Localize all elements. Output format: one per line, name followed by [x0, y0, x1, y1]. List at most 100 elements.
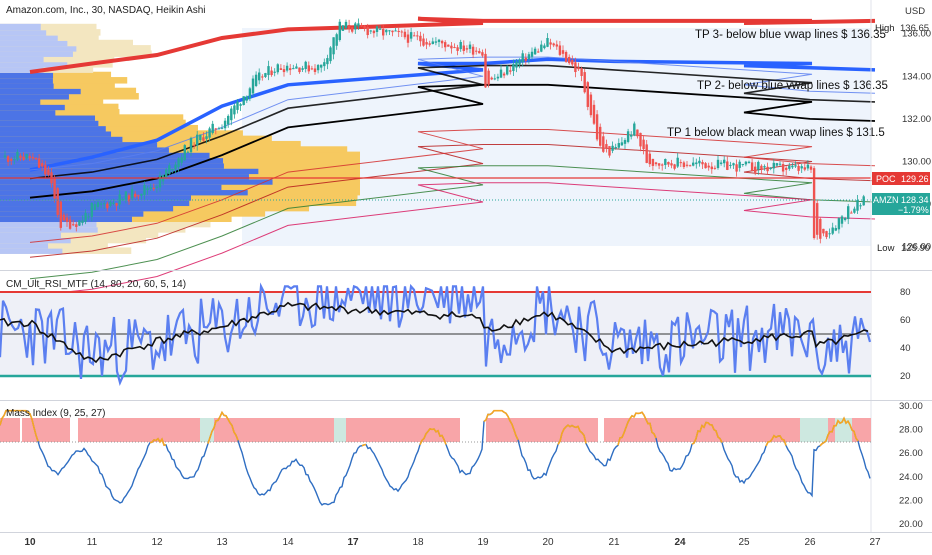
vwap-lower-red-3 [29, 129, 876, 243]
candle-body [657, 163, 661, 166]
candle-body [189, 137, 193, 153]
candle-body [307, 65, 310, 72]
candle-body [468, 44, 472, 49]
x-label-20: 20 [542, 537, 554, 548]
vp-bar-down-25 [0, 114, 96, 121]
vp-bar-down-13 [0, 178, 273, 185]
candle-body [338, 21, 341, 41]
candle-body [28, 156, 31, 158]
candle-body [853, 208, 856, 213]
vp-bar-down-30 [0, 87, 81, 95]
candle-body [586, 82, 589, 107]
candle-body [84, 212, 87, 222]
last-price: 128.34 [901, 195, 929, 205]
candle-body [862, 196, 865, 206]
candle-body [332, 37, 335, 55]
candle-body [437, 39, 441, 43]
candle-body [537, 51, 540, 53]
vp-bar-down-15 [0, 167, 259, 175]
candle-body [564, 51, 568, 62]
vp-bar-down-16 [0, 162, 224, 169]
candle-body [667, 162, 670, 165]
candle-body [763, 166, 766, 168]
candle-body [695, 162, 698, 165]
vp-bar-down-14 [0, 172, 249, 180]
candle-body [450, 45, 453, 49]
mass-signal-segment [691, 421, 723, 445]
candle-body [484, 53, 487, 88]
candle-body [258, 72, 261, 81]
candle-body [351, 27, 354, 32]
candle-body [661, 164, 664, 166]
candle-body [93, 204, 97, 210]
candle-body [326, 58, 329, 65]
candle-body [205, 136, 208, 139]
vp-bar-up-29 [0, 93, 139, 100]
mass-index-background [0, 418, 871, 442]
candle-body [165, 169, 168, 179]
candle-body [335, 34, 338, 46]
candle-body [453, 47, 456, 49]
candle-body [369, 30, 372, 32]
candle-body [490, 77, 493, 80]
candle-body [41, 163, 44, 167]
rsi-tick-0: 80 [900, 287, 911, 298]
x-label-12: 12 [151, 537, 163, 548]
candle-body [242, 96, 245, 105]
vp-bar-up-26 [0, 109, 120, 116]
candle-body [313, 68, 317, 72]
candle-body [152, 188, 155, 190]
candle-body [794, 165, 797, 167]
vp-bar-up-37 [0, 50, 152, 57]
candle-body [276, 64, 279, 73]
candle-body [279, 68, 283, 70]
vp-bar-up-2 [0, 236, 147, 244]
candle-body [524, 57, 527, 61]
mass-signal-segment [617, 411, 657, 446]
candle-body [518, 59, 521, 65]
candle-body [589, 94, 593, 116]
candle-body [134, 193, 137, 197]
mass-signal-segment [819, 416, 859, 447]
candle-body [391, 30, 394, 33]
candle-body [199, 134, 202, 141]
candle-body [385, 29, 388, 33]
candle-body [642, 139, 645, 150]
candle-body [357, 23, 360, 27]
candle-body [726, 161, 729, 170]
x-label-26: 26 [804, 537, 816, 548]
candle-body [81, 220, 84, 223]
mass-signal-segment [557, 424, 587, 445]
vp-bar-down-32 [0, 77, 53, 84]
candle-body [605, 144, 608, 149]
vp-bar-down-24 [0, 119, 99, 127]
candle-body [239, 104, 242, 106]
candle-body [158, 175, 162, 188]
candle-body [37, 158, 41, 168]
candle-body [341, 25, 345, 31]
candle-body [859, 205, 862, 207]
mass-signal-segment [361, 443, 367, 447]
candle-body [847, 206, 850, 220]
candle-body [716, 159, 720, 169]
candle-body [143, 185, 146, 195]
candle-body [543, 45, 546, 49]
price-tick-0: 136.00 [902, 29, 931, 40]
candle-body [735, 164, 738, 172]
candle-body [34, 157, 38, 160]
vp-bar-down-21 [0, 135, 123, 143]
rsi-tick-3: 20 [900, 371, 911, 382]
candle-body [245, 96, 248, 101]
candle-body [496, 76, 500, 79]
candle-body [732, 163, 735, 166]
candle-body [416, 35, 419, 37]
candle-body [723, 159, 726, 164]
candle-body [527, 54, 531, 60]
price-tick-3: 130.00 [902, 156, 931, 167]
candle-body [344, 21, 348, 29]
candle-body [806, 164, 810, 169]
candle-body [270, 70, 273, 76]
poc-value: 129.26 [901, 174, 929, 184]
candle-body [692, 162, 695, 166]
x-label-18: 18 [412, 537, 424, 548]
